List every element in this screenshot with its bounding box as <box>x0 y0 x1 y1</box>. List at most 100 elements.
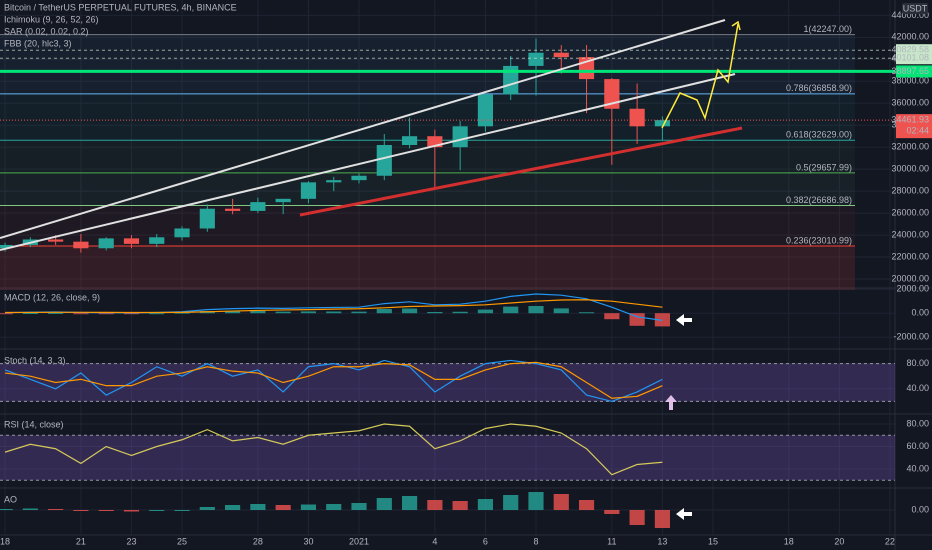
trend-line <box>0 73 736 251</box>
histogram-bar <box>275 505 291 510</box>
x-tick-label: 23 <box>126 536 136 546</box>
candle-body <box>174 228 190 238</box>
histogram-bar <box>174 510 190 511</box>
arrow-marker <box>665 395 677 410</box>
candle-body <box>123 238 140 244</box>
x-tick-label: 11 <box>607 536 616 546</box>
histogram-bar <box>604 313 620 320</box>
histogram-bar <box>629 510 645 525</box>
last-price-tag <box>896 114 932 139</box>
histogram-bar <box>225 505 241 510</box>
histogram-bar <box>401 496 418 510</box>
histogram-bar <box>225 310 241 314</box>
histogram-bar <box>98 313 114 315</box>
fib-zone <box>0 205 855 246</box>
price-tag <box>896 65 932 78</box>
histogram-bar <box>351 503 367 510</box>
candle-body <box>48 239 64 242</box>
currency-badge <box>902 3 928 14</box>
arrow-marker <box>676 314 692 326</box>
histogram-bar <box>351 311 367 314</box>
histogram-bar <box>300 311 317 314</box>
histogram-bar <box>427 500 443 510</box>
x-tick-label: 21 <box>76 536 86 546</box>
y-tick-label: 38000.00 <box>891 76 929 86</box>
indicator-line <box>4 423 663 476</box>
histogram-bar <box>300 504 317 510</box>
histogram-bar <box>654 510 670 528</box>
x-tick-label: 8 <box>533 536 538 546</box>
indicator-line <box>5 299 663 314</box>
histogram-bar <box>73 510 89 511</box>
histogram-bar <box>376 498 392 510</box>
candle-body <box>452 126 468 148</box>
fib-label: 0.5(29657.99) <box>796 162 852 172</box>
histogram-bar <box>452 501 468 510</box>
panel-title: RSI (14, close) <box>4 419 64 429</box>
histogram-bar <box>22 508 38 510</box>
y-tick-label: 44000.00 <box>891 10 929 20</box>
candle-body <box>604 79 620 109</box>
candle-body <box>553 52 569 58</box>
candle-body <box>275 198 291 203</box>
candle-body <box>654 120 670 127</box>
histogram-bar <box>250 504 266 510</box>
histogram-bar <box>604 510 620 514</box>
band-fill <box>0 363 895 402</box>
histogram-bar <box>503 495 519 510</box>
fib-zone <box>0 93 855 141</box>
panel-title: Stoch (14, 3, 3) <box>4 355 66 365</box>
histogram-bar <box>123 510 140 512</box>
x-tick-label: 18 <box>784 536 794 546</box>
histogram-bar <box>275 311 291 314</box>
fib-label: 0.786(36858.90) <box>786 83 852 93</box>
y-tick-label: 22000.00 <box>891 251 929 261</box>
x-tick-label: 15 <box>708 536 718 546</box>
candle-body <box>300 182 317 199</box>
candle-body <box>199 208 215 229</box>
fib-zone <box>0 245 855 290</box>
band-fill <box>0 435 895 481</box>
histogram-bar <box>553 494 569 510</box>
histogram-bar <box>528 492 544 510</box>
histogram-bar <box>553 308 569 314</box>
histogram-bar <box>503 306 519 314</box>
y-tick-label: 36000.00 <box>891 98 929 108</box>
histogram-bar <box>452 311 468 314</box>
histogram-bar <box>250 310 266 314</box>
trend-line <box>299 126 743 217</box>
panel-title: AO <box>4 494 17 504</box>
y-tick-label: 30000.00 <box>891 164 929 174</box>
histogram-bar <box>174 312 190 314</box>
histogram-bar <box>578 500 595 510</box>
x-tick-label: 28 <box>253 536 263 546</box>
drawings <box>0 19 743 520</box>
histogram-bar <box>326 504 342 510</box>
candle-body <box>98 238 114 249</box>
histogram-bar <box>98 510 114 511</box>
candle-body <box>629 108 645 127</box>
candle-body <box>250 202 266 211</box>
histogram-bar <box>0 313 13 315</box>
histogram-bar <box>48 312 64 314</box>
histogram-bar <box>48 509 64 510</box>
indicator-label: SAR (0.02, 0.02, 0.2) <box>4 26 89 36</box>
indicator-line <box>4 359 663 403</box>
y-tick-label: 28000.00 <box>891 186 929 196</box>
y-tick-label: 80.00 <box>906 418 929 428</box>
candle-body <box>427 136 443 148</box>
projection-path <box>661 23 739 129</box>
histogram-bar <box>477 309 494 314</box>
y-tick-label: 40.00 <box>906 383 929 393</box>
histogram-bar <box>629 313 645 326</box>
candle-body <box>477 94 494 127</box>
price-tag <box>896 52 932 65</box>
histogram-bar <box>22 313 38 315</box>
price-tag-label: 40101.08 <box>891 53 929 63</box>
candle-body <box>503 65 519 95</box>
candle-body <box>401 136 418 145</box>
